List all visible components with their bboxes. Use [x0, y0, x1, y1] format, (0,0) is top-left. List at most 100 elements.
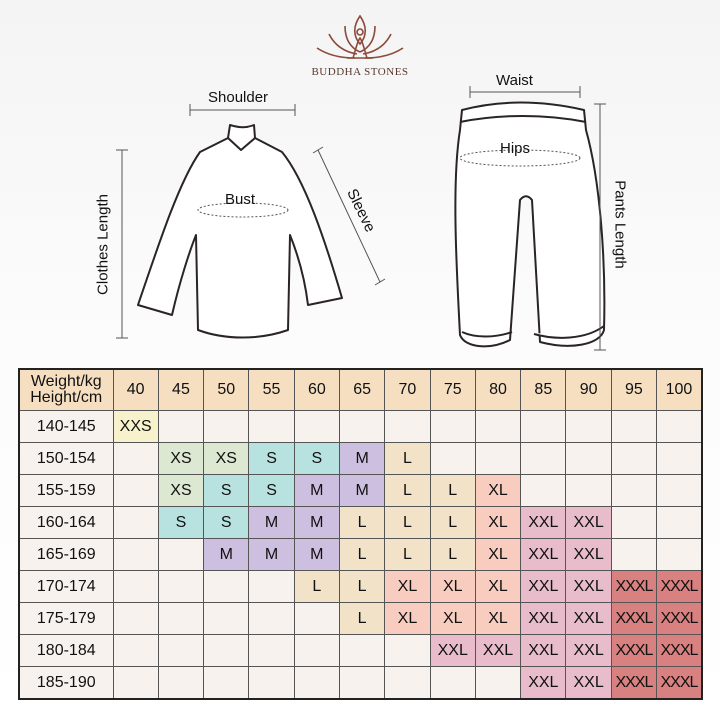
- size-cell: L: [429, 474, 476, 507]
- size-cell: [520, 410, 567, 443]
- hips-label: Hips: [500, 140, 531, 157]
- table-row: 170-174 L L XL XL XL XXL XXL XXXL XXXL: [18, 570, 703, 603]
- size-cell: XXL: [565, 634, 612, 667]
- weight-unit-label: Weight/kg: [30, 373, 102, 390]
- clothes-length-label: Clothes Length: [94, 194, 112, 295]
- size-cell: L: [384, 442, 431, 475]
- size-cell: XXL: [520, 602, 567, 635]
- size-cell: XL: [474, 602, 522, 635]
- weight-header: 40: [112, 368, 159, 411]
- weight-header: 60: [293, 368, 340, 411]
- size-cell: XXL: [565, 666, 612, 700]
- size-cell: [429, 410, 476, 443]
- table-row: 160-164 S S M M L L L XL XXL XXL: [18, 506, 703, 539]
- size-cell: [384, 634, 431, 667]
- size-cell: [203, 666, 250, 700]
- size-cell: L: [384, 506, 431, 539]
- size-cell: [429, 666, 476, 700]
- height-header: 160-164: [18, 506, 114, 539]
- size-cell: [384, 666, 431, 700]
- size-cell: L: [338, 506, 386, 539]
- height-header: 185-190: [18, 666, 114, 700]
- height-header: 155-159: [18, 474, 114, 507]
- size-cell: L: [293, 570, 340, 603]
- size-cell: XXL: [520, 666, 567, 700]
- size-cell: [112, 442, 159, 475]
- size-cell: [112, 474, 159, 507]
- size-cell: [293, 666, 340, 700]
- size-cell: [610, 474, 658, 507]
- size-cell: [157, 410, 205, 443]
- size-cell: M: [338, 442, 386, 475]
- size-cell: [112, 602, 159, 635]
- size-cell: [474, 410, 522, 443]
- size-cell: XXL: [565, 506, 612, 539]
- size-cell: [520, 442, 567, 475]
- size-cell: [610, 506, 658, 539]
- size-cell: [248, 410, 295, 443]
- size-cell: XXL: [520, 570, 567, 603]
- size-cell: [112, 506, 159, 539]
- size-cell: [203, 602, 250, 635]
- height-header: 180-184: [18, 634, 114, 667]
- bust-label: Bust: [225, 191, 256, 208]
- table-row: 150-154 XS XS S S M L: [18, 442, 703, 475]
- size-cell: XL: [429, 570, 476, 603]
- size-cell: M: [293, 506, 340, 539]
- height-header: 140-145: [18, 410, 114, 443]
- size-cell: [248, 570, 295, 603]
- size-cell: [656, 506, 703, 539]
- size-cell: XXXL: [610, 602, 658, 635]
- size-cell: M: [248, 506, 295, 539]
- size-cell: [610, 442, 658, 475]
- size-cell: XS: [157, 474, 205, 507]
- size-cell: XXXL: [656, 570, 703, 603]
- size-cell: [157, 666, 205, 700]
- size-cell: [565, 442, 612, 475]
- size-cell: [112, 538, 159, 571]
- size-cell: M: [248, 538, 295, 571]
- size-cell: [248, 602, 295, 635]
- weight-header: 65: [338, 368, 386, 411]
- size-cell: [656, 538, 703, 571]
- brand-name: BUDDHA STONES: [311, 66, 409, 78]
- shoulder-label: Shoulder: [208, 89, 269, 106]
- size-cell: S: [248, 442, 295, 475]
- weight-header: 80: [474, 368, 522, 411]
- size-cell: XXL: [429, 634, 476, 667]
- weight-header: 95: [610, 368, 658, 411]
- size-cell: [474, 442, 522, 475]
- table-row: 180-184 XXL XXL XXL XXL XXXL XXXL: [18, 634, 703, 667]
- size-cell: [565, 410, 612, 443]
- shirt-diagram: [116, 86, 606, 351]
- size-cell: XXL: [520, 506, 567, 539]
- weight-header: 90: [565, 368, 612, 411]
- size-cell: [656, 474, 703, 507]
- size-cell: S: [203, 506, 250, 539]
- size-cell: S: [203, 474, 250, 507]
- size-cell: XL: [474, 538, 522, 571]
- table-row: 165-169 M M M L L L XL XXL XXL: [18, 538, 703, 571]
- size-cell: XL: [429, 602, 476, 635]
- size-cell: [338, 666, 386, 700]
- size-cell: [656, 442, 703, 475]
- size-cell: S: [248, 474, 295, 507]
- size-cell: XXL: [565, 602, 612, 635]
- weight-header: 55: [248, 368, 295, 411]
- size-cell: [112, 570, 159, 603]
- size-cell: [248, 666, 295, 700]
- size-cell: M: [338, 474, 386, 507]
- weight-header: 70: [384, 368, 431, 411]
- weight-header: 45: [157, 368, 205, 411]
- size-cell: XXL: [520, 634, 567, 667]
- table-row: 155-159 XS S S M M L L XL: [18, 474, 703, 507]
- size-cell: M: [293, 474, 340, 507]
- pants-length-label: Pants Length: [611, 180, 629, 269]
- size-cell: L: [384, 538, 431, 571]
- size-cell: M: [203, 538, 250, 571]
- size-cell: XXXL: [656, 634, 703, 667]
- size-cell: [293, 410, 340, 443]
- size-cell: [656, 410, 703, 443]
- size-cell: L: [429, 506, 476, 539]
- size-cell: L: [338, 538, 386, 571]
